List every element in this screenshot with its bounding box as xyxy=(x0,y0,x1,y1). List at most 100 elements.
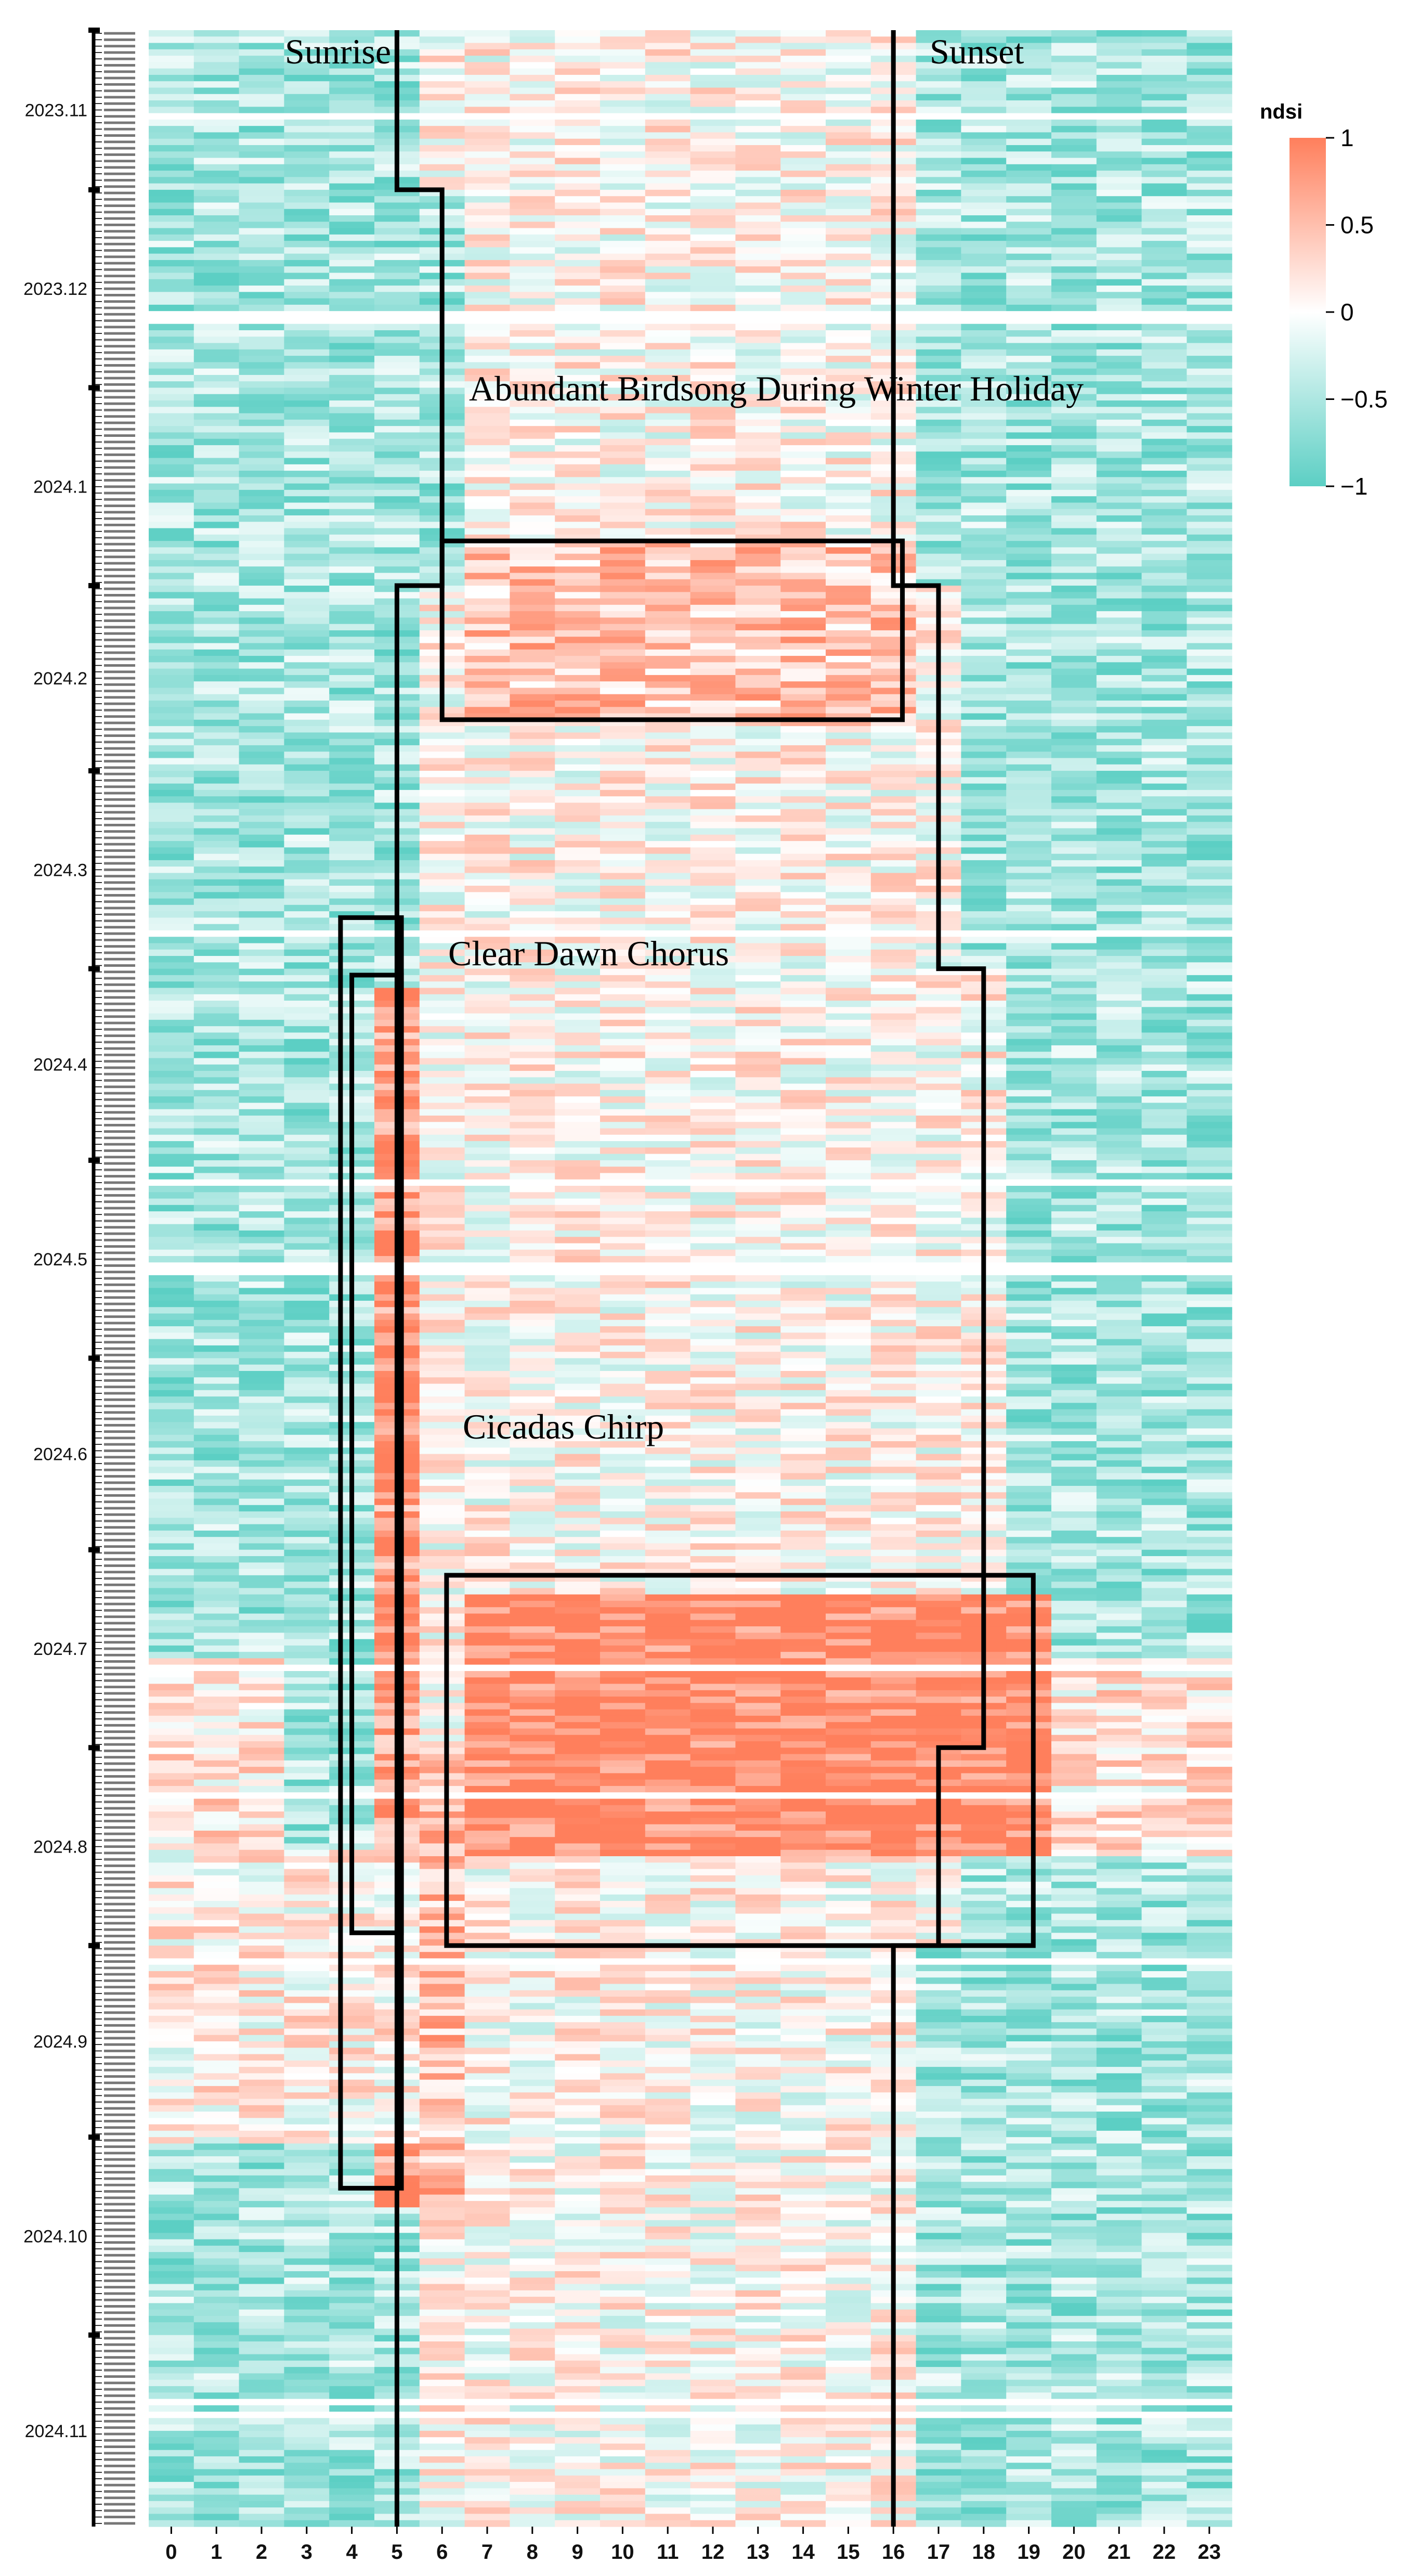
heatmap-cell xyxy=(1187,879,1232,886)
heatmap-cell xyxy=(1141,1205,1187,1212)
heatmap-cell xyxy=(284,368,330,376)
heatmap-cell xyxy=(193,1345,240,1352)
heatmap-cell xyxy=(1096,62,1142,69)
heatmap-cell xyxy=(374,368,420,376)
heatmap-cell xyxy=(510,407,555,414)
heatmap-cell xyxy=(329,783,375,791)
heatmap-cell xyxy=(600,1173,646,1180)
heatmap-cell xyxy=(916,1160,961,1167)
heatmap-cell xyxy=(916,368,961,376)
heatmap-cell xyxy=(555,1103,601,1110)
heatmap-cell xyxy=(1051,330,1097,337)
heatmap-cell xyxy=(1187,630,1232,637)
heatmap-cell xyxy=(149,189,194,197)
heatmap-cell xyxy=(555,489,601,497)
heatmap-cell xyxy=(961,649,1007,656)
heatmap-cell xyxy=(555,752,601,759)
heatmap-cell xyxy=(916,279,961,286)
heatmap-cell xyxy=(1006,1071,1052,1078)
heatmap-cell xyxy=(1141,917,1187,925)
heatmap-cell xyxy=(645,222,691,229)
heatmap-cell xyxy=(1051,100,1097,107)
heatmap-cell xyxy=(600,43,646,50)
heatmap-cell xyxy=(510,796,555,804)
heatmap-cell xyxy=(826,362,871,369)
heatmap-cell xyxy=(735,956,781,963)
heatmap-cell xyxy=(419,1268,465,1276)
heatmap-cell xyxy=(510,419,555,426)
heatmap-cell xyxy=(555,432,601,439)
heatmap-cell xyxy=(1187,898,1232,905)
heatmap-cell xyxy=(193,362,240,369)
heatmap-cell xyxy=(239,107,284,114)
heatmap-cell xyxy=(464,438,510,446)
heatmap-cell xyxy=(1006,1083,1052,1091)
heatmap-cell xyxy=(1096,1345,1142,1352)
heatmap-cell xyxy=(149,241,194,248)
heatmap-cell xyxy=(555,151,601,159)
heatmap-cell xyxy=(149,1179,194,1186)
heatmap-cell xyxy=(149,802,194,810)
heatmap-cell xyxy=(600,809,646,816)
heatmap-cell xyxy=(329,924,375,931)
heatmap-cell xyxy=(780,138,826,146)
heatmap-cell xyxy=(600,496,646,503)
heatmap-cell xyxy=(239,943,284,950)
heatmap-cell xyxy=(419,81,465,88)
heatmap-cell xyxy=(419,1294,465,1301)
heatmap-cell xyxy=(329,668,375,676)
heatmap-cell xyxy=(1187,853,1232,861)
heatmap-cell xyxy=(1006,771,1052,778)
heatmap-cell xyxy=(239,298,284,305)
heatmap-cell xyxy=(1006,566,1052,574)
heatmap-cell xyxy=(555,988,601,995)
heatmap-cell xyxy=(1006,253,1052,261)
heatmap-cell xyxy=(239,260,284,267)
heatmap-cell xyxy=(284,132,330,139)
heatmap-cell xyxy=(374,273,420,280)
heatmap-cell xyxy=(916,171,961,177)
heatmap-cell xyxy=(826,451,871,459)
heatmap-cell xyxy=(510,745,555,752)
heatmap-cell xyxy=(284,1275,330,1282)
heatmap-cell xyxy=(510,1345,555,1352)
heatmap-cell xyxy=(826,247,871,254)
heatmap-cell xyxy=(735,758,781,765)
heatmap-cell xyxy=(961,68,1007,75)
heatmap-cell xyxy=(193,1288,240,1295)
heatmap-cell xyxy=(645,202,691,210)
heatmap-cell xyxy=(329,509,375,516)
heatmap-cell xyxy=(239,726,284,733)
heatmap-cell xyxy=(510,81,555,88)
heatmap-cell xyxy=(464,1288,510,1295)
heatmap-cell xyxy=(826,113,871,120)
heatmap-cell xyxy=(374,330,420,337)
heatmap-cell xyxy=(961,860,1007,867)
heatmap-cell xyxy=(239,36,284,44)
heatmap-cell xyxy=(1006,426,1052,433)
heatmap-cell xyxy=(690,1319,736,1327)
heatmap-cell xyxy=(464,726,510,733)
heatmap-cell xyxy=(1006,483,1052,490)
heatmap-cell xyxy=(645,509,691,516)
heatmap-cell xyxy=(600,560,646,567)
heatmap-cell xyxy=(1096,158,1142,165)
heatmap-cell xyxy=(510,1300,555,1308)
heatmap-cell xyxy=(510,592,555,599)
heatmap-cell xyxy=(826,1275,871,1282)
heatmap-cell xyxy=(916,1064,961,1071)
heatmap-cell xyxy=(510,1007,555,1014)
heatmap-cell xyxy=(600,1039,646,1046)
heatmap-cell xyxy=(284,260,330,267)
heatmap-cell xyxy=(1051,713,1097,720)
heatmap-cell xyxy=(826,1128,871,1135)
heatmap-cell xyxy=(193,598,240,605)
heatmap-cell xyxy=(419,968,465,976)
heatmap-cell xyxy=(239,438,284,446)
heatmap-cell xyxy=(961,745,1007,752)
heatmap-cell xyxy=(510,1064,555,1071)
heatmap-cell xyxy=(1141,126,1187,133)
heatmap-cell xyxy=(1051,656,1097,663)
heatmap-cell xyxy=(645,924,691,931)
heatmap-cell xyxy=(149,1300,194,1308)
